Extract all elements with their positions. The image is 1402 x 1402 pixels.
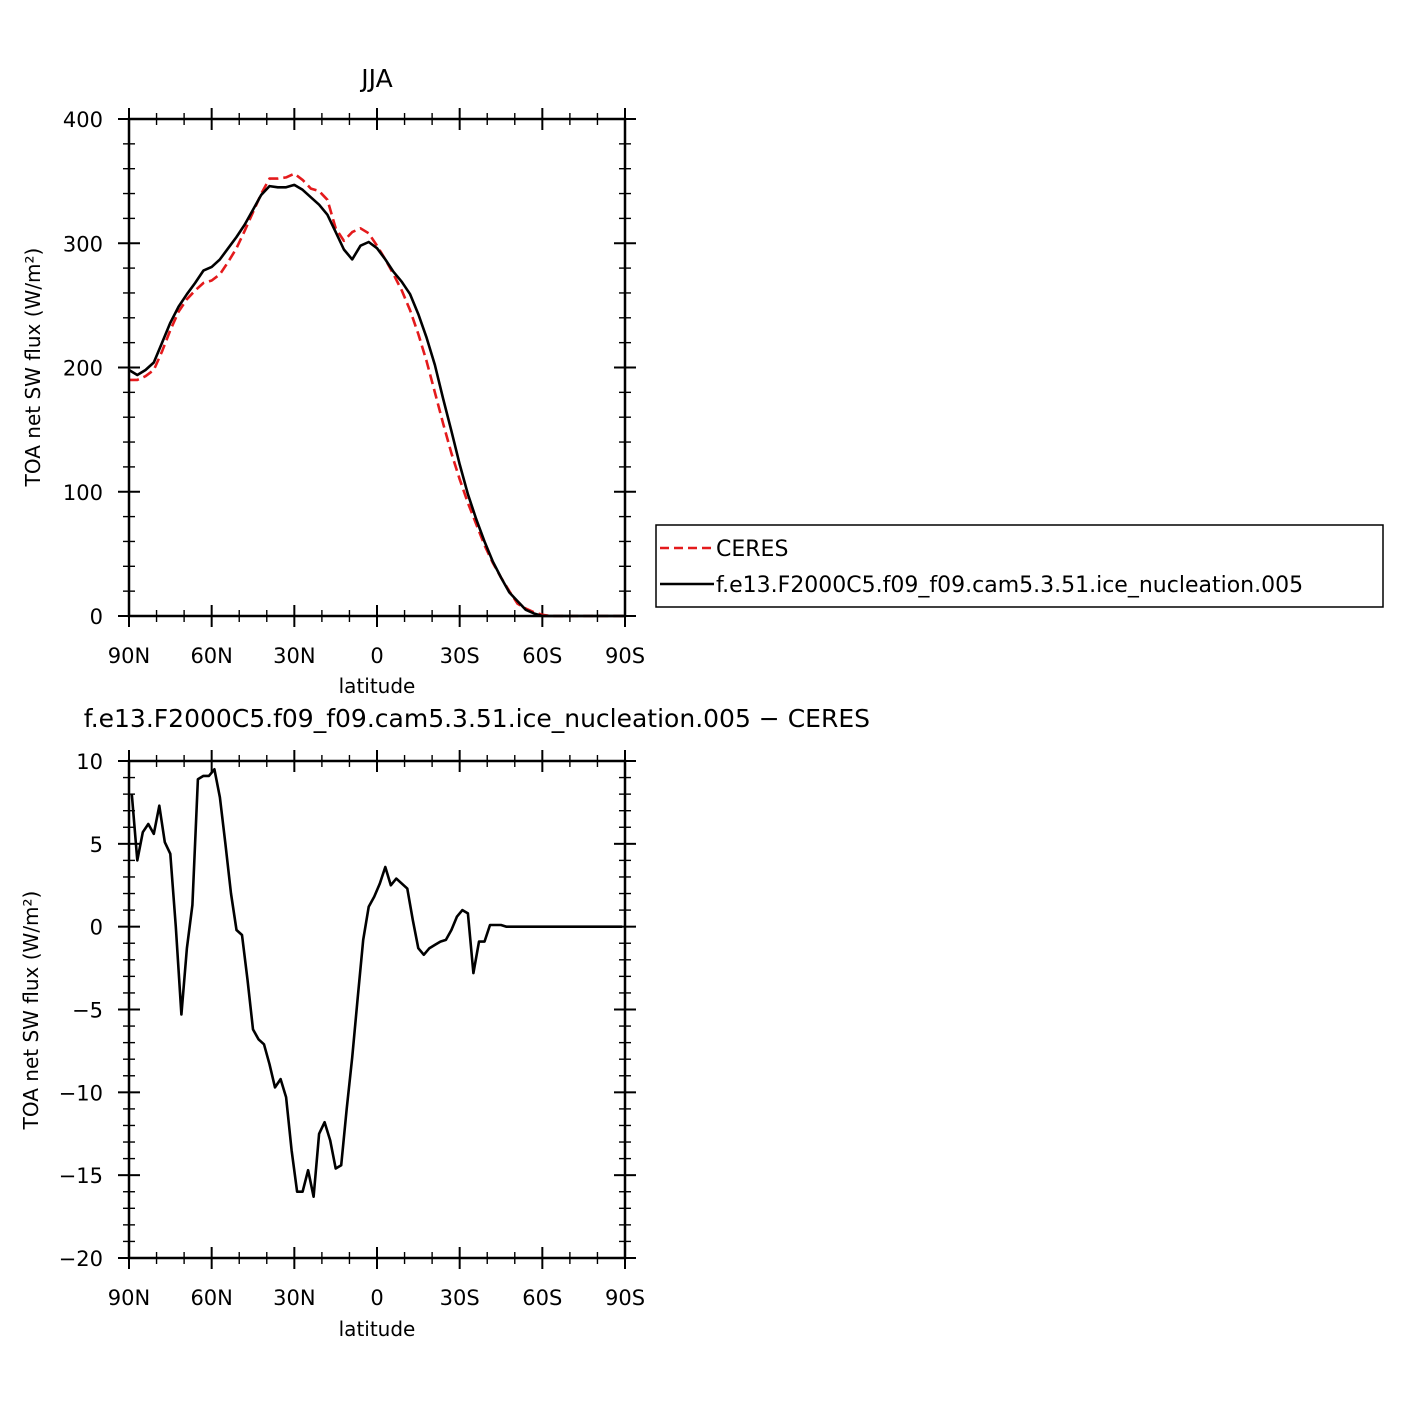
top-panel-x-axis-label: latitude (339, 674, 416, 698)
x-tick-label: 60S (522, 1286, 562, 1310)
x-tick-label: 60N (190, 644, 232, 668)
top-panel-y-axis-label: TOA net SW flux (W/m²) (21, 248, 45, 488)
top-panel-series (128, 172, 625, 618)
y-tick-label: 200 (63, 357, 103, 381)
y-tick-label: −10 (59, 1081, 103, 1105)
y-tick-label: 5 (90, 833, 103, 857)
bottom-panel-x-axis-label: latitude (339, 1317, 416, 1341)
bottom-panel-y-axis-label: TOA net SW flux (W/m²) (19, 891, 43, 1131)
legend-box (655, 524, 1384, 608)
x-tick-label: 90N (108, 1286, 150, 1310)
x-tick-label: 90N (108, 644, 150, 668)
top-panel: JJA latitude TOA net SW flux (W/m²) 90N 6… (21, 64, 645, 698)
y-tick-label: 400 (63, 108, 103, 132)
series-line-1 (130, 767, 623, 1198)
x-tick-label: 30N (273, 644, 315, 668)
y-tick-label: 300 (63, 232, 103, 256)
x-tick-label: 60N (190, 1286, 232, 1310)
x-tick-label: 90S (605, 1286, 645, 1310)
x-tick-label: 90S (605, 644, 645, 668)
bottom-panel-ticks: 90N 60N 30N 0 30S 60S 90S −20 −15 −10 −5 0 5 10 (59, 750, 645, 1310)
x-tick-label: 0 (370, 1286, 383, 1310)
legend-label-ceres: CERES (716, 537, 788, 562)
bottom-panel-series (130, 767, 623, 1198)
x-tick-label: 30S (440, 644, 480, 668)
y-tick-label: −15 (59, 1164, 103, 1188)
x-tick-label: 0 (370, 644, 383, 668)
x-tick-label: 30N (273, 1286, 315, 1310)
y-tick-label: 0 (90, 605, 103, 629)
y-tick-label: 10 (76, 750, 103, 774)
y-tick-label: 0 (90, 916, 103, 940)
y-tick-label: −20 (59, 1247, 103, 1271)
top-panel-ticks: 90N 60N 30N 0 30S 60S 90S 0 100 200 300 400 (63, 108, 645, 668)
y-tick-label: −5 (72, 999, 103, 1023)
series-line-1 (129, 172, 625, 618)
y-tick-label: 100 (63, 481, 103, 505)
series-line-2 (128, 183, 625, 618)
legend-label-model: f.e13.F2000C5.f09_f09.cam5.3.51.ice_nucl… (716, 573, 1303, 598)
bottom-panel: f.e13.F2000C5.f09_f09.cam5.3.51.ice_nucl… (19, 704, 870, 1341)
bottom-panel-title: f.e13.F2000C5.f09_f09.cam5.3.51.ice_nucl… (84, 704, 870, 733)
bottom-panel-frame (127, 759, 627, 1260)
x-tick-label: 60S (522, 644, 562, 668)
x-tick-label: 30S (440, 1286, 480, 1310)
top-panel-title: JJA (359, 64, 392, 93)
top-panel-frame (127, 117, 627, 618)
legend: CERES f.e13.F2000C5.f09_f09.cam5.3.51.ic… (655, 524, 1384, 608)
